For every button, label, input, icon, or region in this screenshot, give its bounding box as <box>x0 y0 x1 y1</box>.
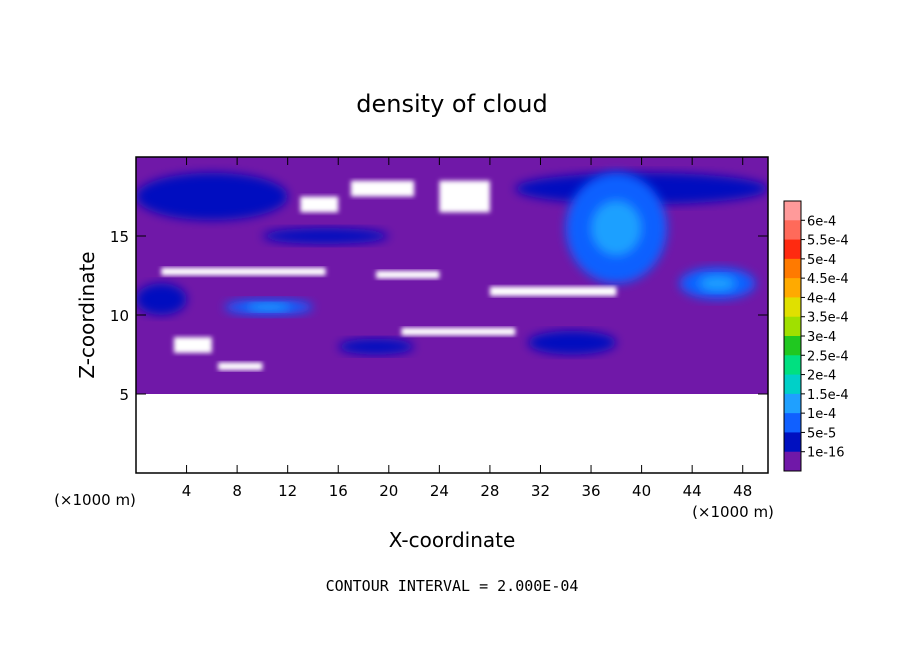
colorbar-label: 3.5e-4 <box>807 311 849 326</box>
x-unit-left: (×1000 m) <box>54 491 136 509</box>
colorbar-swatch <box>784 239 801 260</box>
colorbar-label: 4e-4 <box>807 291 836 306</box>
colorbar-label: 2.5e-4 <box>807 349 849 364</box>
field-region-5e-5 <box>262 228 389 244</box>
colorbar-label: 1e-16 <box>807 446 845 461</box>
field-region-core <box>246 303 291 312</box>
no-data-region <box>401 327 516 336</box>
x-tick-label: 24 <box>430 482 449 500</box>
colorbar-swatch <box>784 413 801 433</box>
x-tick-label: 32 <box>531 482 550 500</box>
field-region-5e-5 <box>527 330 617 355</box>
colorbar-label: 3e-4 <box>807 330 836 345</box>
y-axis: 5 10 15 <box>110 228 768 404</box>
x-tick-label: 12 <box>278 482 297 500</box>
x-tick-label: 16 <box>329 482 348 500</box>
colorbar-label: 6e-4 <box>807 214 836 229</box>
x-axis: 4 8 12 16 20 24 28 32 36 40 44 48 <box>182 157 752 500</box>
no-data-region <box>350 180 415 197</box>
colorbar-label: 5e-5 <box>807 426 836 441</box>
y-tick-label: 15 <box>110 228 129 246</box>
no-data-region <box>173 337 212 353</box>
y-tick-label: 5 <box>119 386 129 404</box>
x-tick-label: 8 <box>232 482 242 500</box>
x-tick-label: 4 <box>182 482 192 500</box>
chart-title: density of cloud <box>356 90 547 118</box>
colorbar-swatch <box>784 201 801 221</box>
plot-area <box>136 157 768 473</box>
no-data-region <box>300 196 339 213</box>
colorbar-swatch <box>784 297 801 318</box>
x-tick-label: 48 <box>733 482 752 500</box>
colorbar-swatch <box>784 432 801 453</box>
colorbar-label: 1e-4 <box>807 407 836 422</box>
colorbar-swatch <box>784 355 801 376</box>
colorbar-label: 4.5e-4 <box>807 272 849 287</box>
field-region-5e-5 <box>136 172 288 221</box>
colorbar: 6e-4 5.5e-4 5e-4 4.5e-4 4e-4 3.5e-4 3e-4 2.5e-4… <box>783 200 849 472</box>
colorbar-swatch <box>784 393 801 414</box>
no-data-region <box>161 267 326 276</box>
colorbar-swatch <box>784 258 801 279</box>
x-unit-right: (×1000 m) <box>692 503 774 521</box>
x-tick-label: 20 <box>379 482 398 500</box>
density-field <box>136 157 768 473</box>
colorbar-swatch <box>784 278 801 298</box>
field-region-5e-5 <box>136 283 187 316</box>
colorbar-label: 2e-4 <box>807 369 836 384</box>
colorbar-swatch <box>784 336 801 356</box>
x-tick-label: 28 <box>480 482 499 500</box>
x-tick-label: 44 <box>683 482 702 500</box>
colorbar-label: 1.5e-4 <box>807 388 849 403</box>
colorbar-swatch <box>784 374 801 395</box>
no-data-region <box>218 362 263 371</box>
colorbar-label: 5.5e-4 <box>807 234 849 249</box>
no-data-region <box>439 180 490 213</box>
colorbar-swatch <box>784 316 801 337</box>
x-axis-label: X-coordinate <box>389 528 516 552</box>
colorbar-label: 5e-4 <box>807 253 836 268</box>
field-region-5e-5 <box>338 338 415 355</box>
field-region-core <box>591 200 642 256</box>
contour-interval-label: CONTOUR INTERVAL = 2.000E-04 <box>326 577 579 595</box>
y-tick-label: 10 <box>110 307 129 325</box>
colorbar-swatch <box>784 220 801 241</box>
x-tick-label: 36 <box>581 482 600 500</box>
x-tick-label: 40 <box>632 482 651 500</box>
field-region-core <box>698 275 737 292</box>
no-data-region <box>489 286 617 297</box>
no-data-region <box>136 394 768 473</box>
no-data-region <box>376 270 440 279</box>
colorbar-swatch <box>784 451 801 472</box>
y-axis-label: Z-coordinate <box>75 251 99 378</box>
